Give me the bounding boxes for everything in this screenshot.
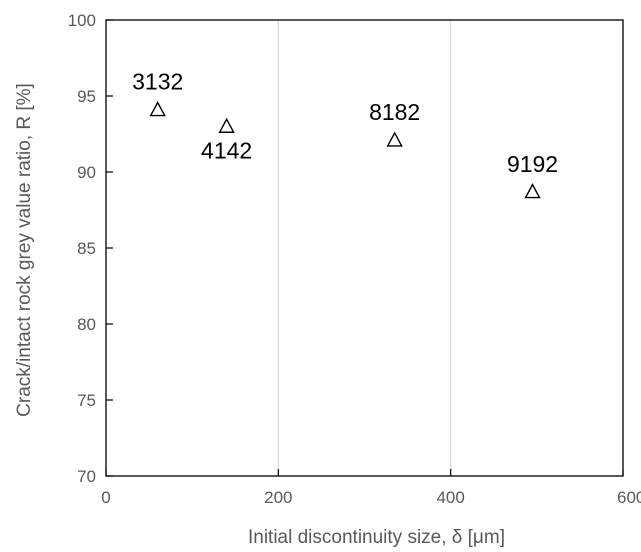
y-axis-title: Crack/intact rock grey value ratio, R [%… <box>14 83 35 417</box>
data-label: 4142 <box>201 137 252 163</box>
data-labels: 3132 4142 8182 9192 <box>132 69 558 177</box>
plot-frame <box>105 19 624 477</box>
data-point <box>524 183 541 199</box>
y-tick-label: 90 <box>77 163 96 182</box>
data-label: 9192 <box>507 151 558 177</box>
data-point <box>149 101 166 117</box>
data-point <box>386 131 403 147</box>
tick-labels: 70 75 80 85 90 95 100 0 200 400 600 <box>68 11 641 507</box>
y-tick-label: 75 <box>77 391 96 410</box>
x-tick-label: 0 <box>101 488 110 507</box>
data-label: 3132 <box>132 69 183 95</box>
y-tick-label: 100 <box>68 11 96 30</box>
x-tick-label: 600 <box>617 488 641 507</box>
grid <box>277 20 624 476</box>
y-tick-label: 85 <box>77 239 96 258</box>
data-point <box>218 117 235 133</box>
y-tick-label: 95 <box>77 87 96 106</box>
x-axis-title: Initial discontinuity size, δ [μm] <box>248 527 505 548</box>
x-tick-label: 200 <box>264 488 292 507</box>
y-tick-label: 70 <box>77 467 96 486</box>
y-tick-label: 80 <box>77 315 96 334</box>
data-label: 8182 <box>369 99 420 125</box>
axes <box>105 19 624 477</box>
data-points <box>149 101 541 199</box>
x-tick-label: 400 <box>436 488 464 507</box>
